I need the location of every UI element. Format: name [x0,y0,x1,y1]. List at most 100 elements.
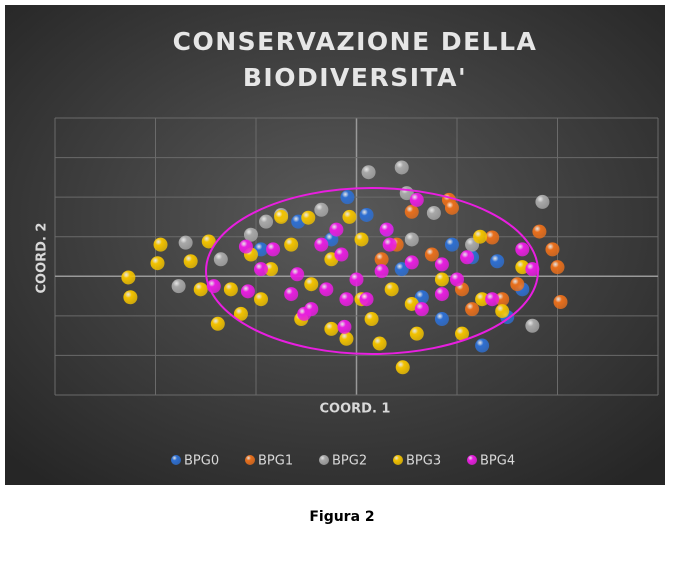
point [274,209,289,224]
point [314,237,329,252]
legend-label: BPG2 [332,454,367,469]
point [510,277,525,292]
point [178,235,193,250]
point [304,302,319,317]
point [349,272,364,287]
point [238,239,253,254]
point [550,260,565,275]
point [434,257,449,272]
point [414,302,429,317]
point [475,338,490,353]
legend-marker [245,455,255,465]
point [259,214,274,229]
caption: Figura 2 [309,509,374,525]
point [319,282,334,297]
point [324,321,339,336]
point [382,237,397,252]
point [183,254,198,269]
point [444,237,459,252]
point [395,360,410,375]
point [404,255,419,270]
point [394,160,409,175]
point [329,222,344,237]
point [337,319,352,334]
point [364,312,379,327]
point [233,306,248,321]
point [284,287,299,302]
point [210,316,225,331]
point [394,262,409,277]
point [361,165,376,180]
point [372,336,387,351]
points [121,160,568,375]
point [404,232,419,247]
legend-marker [319,455,329,465]
point [223,282,238,297]
legend-label: BPG3 [406,454,441,469]
point [434,312,449,327]
point [150,256,165,271]
point [404,204,419,219]
point [424,247,439,262]
point [374,252,389,267]
point [535,194,550,209]
point [490,254,505,269]
point [121,270,136,285]
legend-label: BPG4 [480,454,515,469]
point [495,304,510,319]
point [450,272,464,287]
y-axis-label: COORD. 2 [35,223,50,294]
point [525,318,540,333]
point [426,205,441,220]
point [359,292,374,307]
ellipse [205,187,539,355]
point [254,262,269,277]
point [354,232,369,247]
point [301,210,316,225]
point [314,202,329,217]
point [409,326,424,341]
point [485,292,500,307]
point [153,237,168,252]
point [266,242,281,257]
legend-label: BPG1 [258,454,293,469]
point [193,282,208,297]
point [434,272,449,287]
point [240,284,255,299]
point [409,192,424,207]
point [284,237,299,252]
point [515,242,530,257]
point [414,290,429,305]
chart-title: CONSERVAZIONE DELLA BIODIVERSITA' [172,27,538,92]
point [171,279,186,294]
point [342,209,357,224]
point [553,295,568,310]
x-axis-label: COORD. 1 [320,402,391,417]
legend-label: BPG0 [184,454,219,469]
point [525,262,540,277]
point [254,292,269,307]
legend: BPG0 BPG1 BPG2 BPG3 BPG4 [171,454,515,469]
point [444,200,459,215]
point [455,326,470,341]
point [532,224,547,239]
point [213,252,228,267]
point [339,292,354,307]
legend-marker [467,455,477,465]
point [434,287,449,302]
point [545,242,560,257]
point [374,264,389,279]
point [460,250,475,265]
point [340,190,355,205]
point [339,331,354,346]
point [290,267,305,282]
point [359,207,374,222]
point [465,302,480,317]
legend-marker [171,455,181,465]
point [384,282,399,297]
legend-marker [393,455,403,465]
point [475,292,490,307]
point [334,247,349,262]
